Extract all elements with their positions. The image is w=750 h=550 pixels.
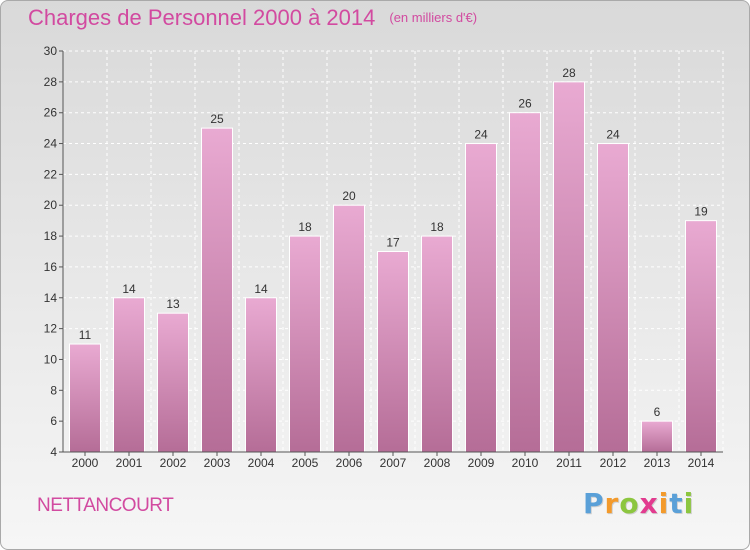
axes: 4 6 8 10 12 14 16 18 20 22 24 26 28 30 2000 2001 2002 200… — [44, 44, 723, 470]
data-label: 25 — [210, 112, 224, 126]
data-label: 24 — [474, 128, 488, 142]
x-tick-label: 2008 — [424, 456, 451, 470]
bar — [377, 251, 409, 453]
bar — [685, 220, 717, 453]
bar — [245, 297, 277, 453]
chart-title: Charges de Personnel 2000 à 2014 (en mill… — [28, 5, 477, 31]
logo-letter: P — [583, 487, 605, 520]
commune-name: NETTANCOURT — [37, 495, 174, 516]
data-label: 28 — [562, 66, 576, 80]
y-tick-label: 12 — [44, 322, 58, 336]
chart-title-text: Charges de Personnel 2000 à 2014 — [28, 5, 376, 30]
proxiti-logo[interactable]: Proxiti — [583, 487, 694, 520]
data-label: 11 — [79, 328, 92, 342]
data-label: 14 — [122, 282, 136, 296]
bar — [113, 297, 145, 453]
x-tick-label: 2004 — [248, 456, 275, 470]
y-tick-label: 16 — [44, 260, 58, 274]
data-label: 20 — [342, 189, 356, 203]
logo-letter: t — [669, 487, 684, 520]
y-tick-label: 28 — [44, 75, 58, 89]
y-tick-label: 18 — [44, 229, 58, 243]
data-label: 18 — [430, 220, 444, 234]
data-label: 18 — [298, 220, 312, 234]
logo-letter: x — [639, 487, 659, 520]
data-label: 14 — [254, 282, 268, 296]
data-label: 24 — [606, 128, 620, 142]
x-tick-label: 2003 — [204, 456, 231, 470]
y-tick-label: 8 — [50, 383, 57, 397]
x-tick-label: 2006 — [336, 456, 363, 470]
data-label: 6 — [654, 405, 661, 419]
x-tick-label: 2002 — [160, 456, 187, 470]
x-tick-label: 2011 — [556, 456, 582, 470]
y-tick-label: 6 — [50, 414, 57, 428]
y-tick-label: 26 — [44, 106, 58, 120]
x-tick-label: 2007 — [380, 456, 407, 470]
x-tick-label: 2012 — [600, 456, 627, 470]
y-tick-label: 14 — [44, 291, 58, 305]
bar — [597, 143, 629, 453]
bar — [333, 204, 365, 453]
chart-subtitle: (en milliers d'€) — [389, 10, 478, 25]
x-tick-label: 2014 — [688, 456, 715, 470]
bar — [289, 235, 321, 453]
bar — [553, 81, 585, 453]
bar — [69, 343, 101, 453]
bar — [641, 420, 673, 453]
y-tick-label: 30 — [44, 44, 58, 58]
bar — [201, 127, 233, 453]
bar — [421, 235, 453, 453]
logo-letter: o — [619, 487, 640, 520]
y-tick-label: 22 — [44, 167, 58, 181]
x-tick-label: 2001 — [116, 456, 143, 470]
x-tick-label: 2010 — [512, 456, 539, 470]
bars: 11 14 13 25 14 18 20 17 18 24 26 28 24 6 19 — [69, 66, 717, 453]
y-tick-label: 10 — [44, 352, 58, 366]
x-tick-label: 2013 — [644, 456, 671, 470]
data-label: 17 — [386, 236, 400, 250]
data-label: 26 — [518, 97, 532, 111]
x-tick-label: 2005 — [292, 456, 319, 470]
y-tick-label: 4 — [50, 445, 57, 459]
logo-letter: i — [683, 487, 695, 520]
logo-letter: r — [604, 487, 620, 520]
y-tick-label: 24 — [44, 137, 58, 151]
x-tick-label: 2000 — [72, 456, 99, 470]
bar — [509, 112, 541, 453]
bar — [465, 143, 497, 453]
bar — [157, 312, 189, 453]
data-label: 19 — [694, 205, 708, 219]
x-tick-label: 2009 — [468, 456, 495, 470]
data-label: 13 — [166, 297, 180, 311]
logo-letter: i — [658, 487, 670, 520]
y-tick-label: 20 — [44, 198, 58, 212]
